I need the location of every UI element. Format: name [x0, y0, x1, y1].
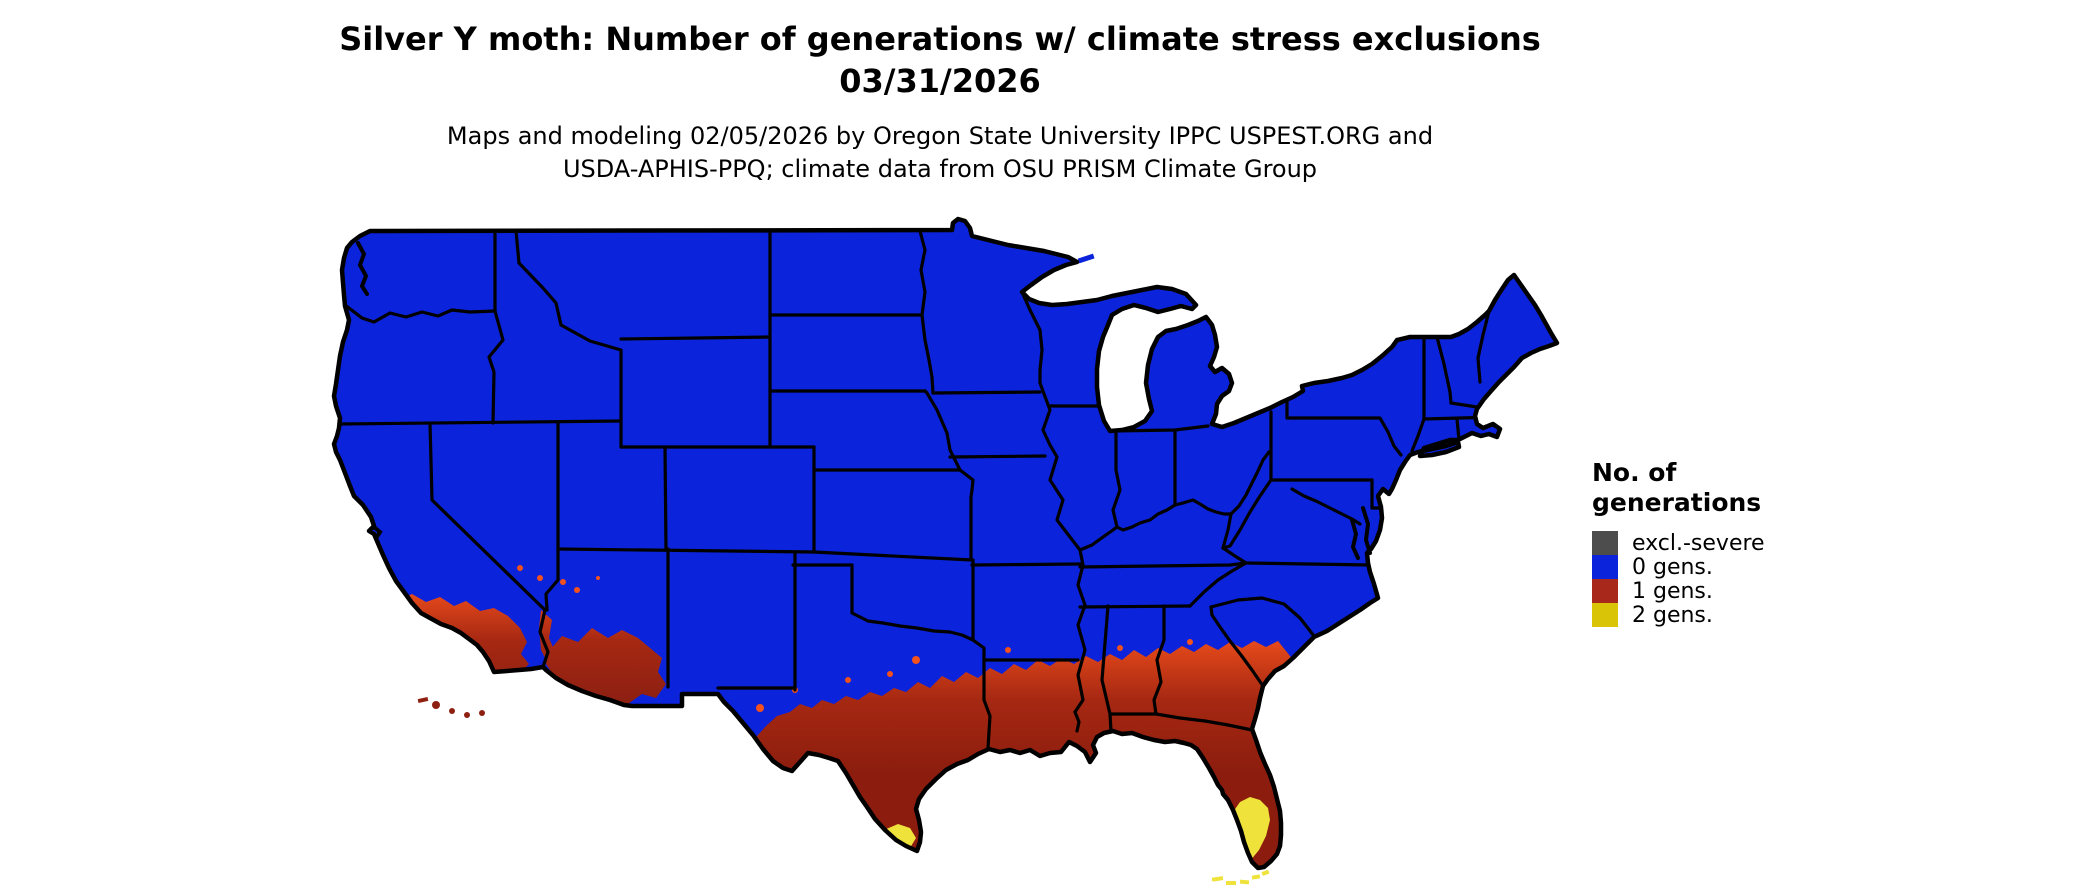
legend-row-excl-severe: excl.-severe — [1592, 530, 1932, 556]
map-date: 03/31/2026 — [839, 62, 1041, 100]
legend-swatch-1-gens — [1592, 579, 1618, 603]
subtitle-block: Maps and modeling 02/05/2026 by Oregon S… — [0, 120, 1880, 186]
map-zone-2gens-florida-keys — [1211, 869, 1270, 885]
credits-line-2: USDA-APHIS-PPQ; climate data from OSU PR… — [562, 155, 1318, 183]
legend-label-excl-severe: excl.-severe — [1632, 530, 1765, 556]
legend-swatch-excl-severe — [1592, 531, 1618, 555]
map-isle-royale — [1077, 253, 1095, 264]
legend: No. of generations excl.-severe 0 gens. … — [1592, 458, 1932, 628]
legend-row-0-gens: 0 gens. — [1592, 554, 1932, 580]
legend-row-2-gens: 2 gens. — [1592, 602, 1932, 628]
san-francisco-bay — [372, 525, 383, 540]
title-block: Silver Y moth: Number of generations w/ … — [0, 18, 1880, 102]
coastal-detail-lines — [356, 241, 1372, 560]
legend-swatch-0-gens — [1592, 555, 1618, 579]
chesapeake-bay-lines — [1350, 518, 1360, 560]
legend-label-0-gens: 0 gens. — [1632, 554, 1713, 580]
credits-line-1: Maps and modeling 02/05/2026 by Oregon S… — [446, 122, 1434, 150]
map-speckles-orange — [517, 565, 1193, 712]
legend-swatch-2-gens — [1592, 603, 1618, 627]
puget-sound-inlets — [356, 241, 369, 296]
map-channel-islands — [417, 697, 485, 718]
legend-items: excl.-severe 0 gens. 1 gens. 2 gens. — [1592, 530, 1932, 628]
legend-label-2-gens: 2 gens. — [1632, 602, 1713, 628]
legend-row-1-gens: 1 gens. — [1592, 578, 1932, 604]
chesapeake-bay-lines-2 — [1361, 506, 1372, 555]
legend-title-line-1: No. of — [1592, 458, 1677, 487]
legend-title-line-2: generations — [1592, 488, 1762, 517]
map-title: Silver Y moth: Number of generations w/ … — [339, 20, 1541, 58]
state-borders — [337, 229, 1499, 750]
legend-label-1-gens: 1 gens. — [1632, 578, 1713, 604]
